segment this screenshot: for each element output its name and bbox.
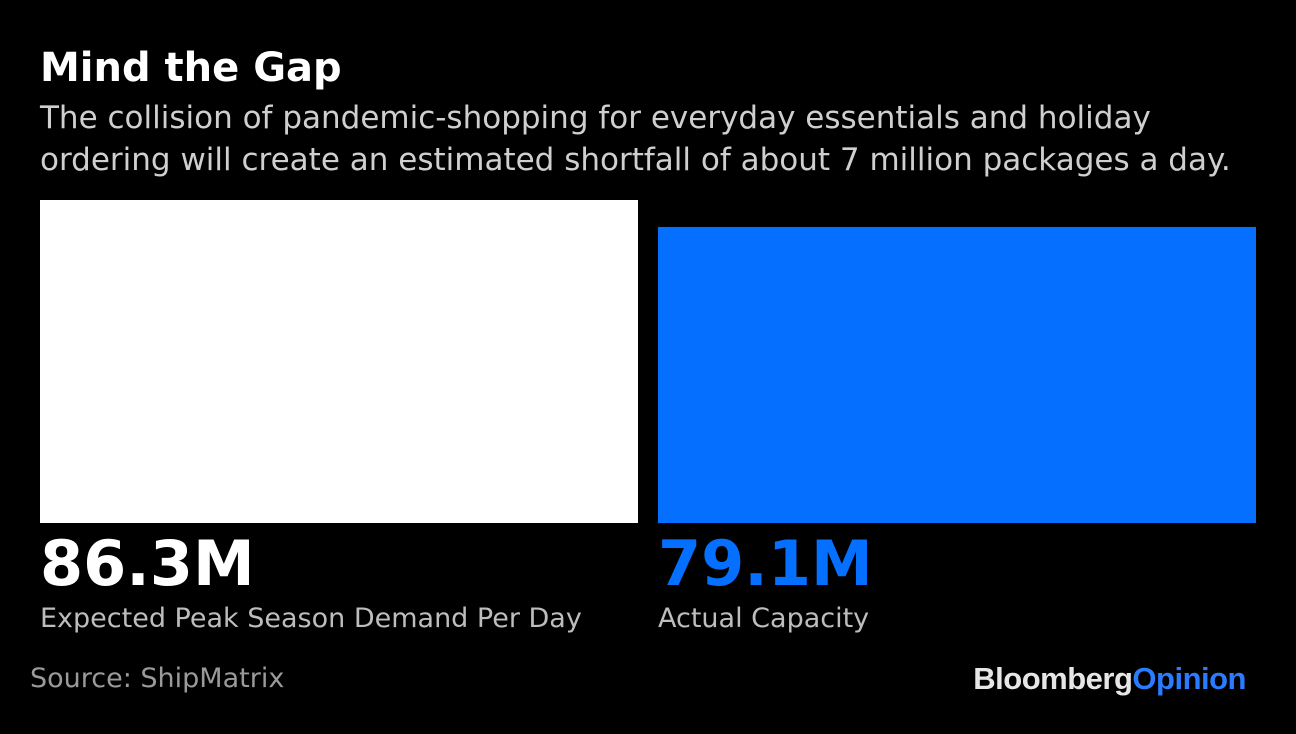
bar-expected-demand [40,200,638,523]
bloomberg-opinion-logo: BloombergOpinion [973,660,1246,698]
chart-title: Mind the Gap [40,45,342,91]
logo-word-opinion: Opinion [1132,661,1246,696]
bar-actual-capacity [658,226,1256,523]
value-label-actual-capacity: 79.1M [658,527,873,600]
value-label-expected-demand: 86.3M [40,527,255,600]
category-label-expected-demand: Expected Peak Season Demand Per Day [40,603,582,634]
logo-word-bloomberg: Bloomberg [973,661,1133,696]
source-note: Source: ShipMatrix [30,663,285,694]
category-label-actual-capacity: Actual Capacity [658,603,869,634]
chart-subtitle: The collision of pandemic-shopping for e… [40,100,1231,178]
